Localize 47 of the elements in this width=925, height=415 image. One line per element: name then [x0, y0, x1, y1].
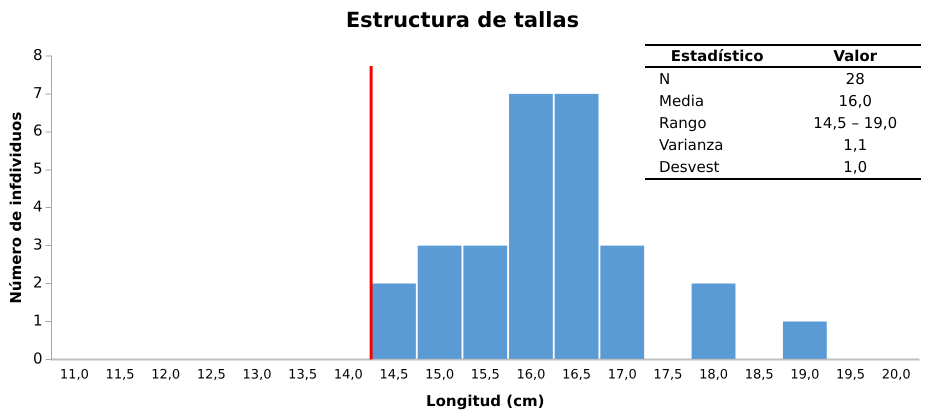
- y-tick-label: 4: [32, 198, 43, 216]
- x-tick-label: 17,0: [608, 368, 637, 383]
- chart-title: Estructura de tallas: [344, 8, 580, 32]
- x-axis-title: Longitud (cm): [426, 392, 545, 410]
- annotation: 1,0: [789, 156, 921, 179]
- bar: [463, 246, 508, 359]
- x-tick-label: 12,5: [196, 368, 226, 383]
- x-tick-label: 18,0: [699, 368, 728, 383]
- bar: [600, 246, 644, 359]
- y-tick-label: 5: [32, 160, 43, 178]
- annotation: 16,0: [838, 91, 873, 112]
- y-tick-label: 6: [32, 122, 43, 140]
- x-tick-label: 14,5: [379, 368, 408, 383]
- annotation: Media: [658, 91, 706, 112]
- x-tick-label: 14,0: [334, 368, 363, 383]
- x-tick-label: 15,5: [470, 368, 500, 383]
- x-tick-label: 16,5: [562, 368, 592, 383]
- x-tick-label: 11,0: [60, 368, 89, 383]
- annotation: Varianza: [658, 135, 724, 156]
- y-tick-label: 7: [32, 84, 43, 102]
- x-tick-label: 20,0: [882, 368, 911, 383]
- annotation: 28: [844, 69, 866, 90]
- annotation: Rango: [658, 113, 708, 134]
- annotation: 14,5 – 19,0: [812, 113, 898, 134]
- x-tick-label: 12,0: [151, 368, 180, 383]
- x-tick-label: 13,0: [242, 368, 272, 383]
- x-tick-label: 18,5: [744, 368, 774, 383]
- x-tick-label: 19,5: [836, 368, 865, 383]
- bar: [692, 284, 736, 359]
- annotation: 1,1: [842, 135, 868, 156]
- x-tick-label: 17,5: [653, 368, 682, 383]
- x-tick-label: 13,5: [288, 368, 318, 383]
- x-tick-label: 16,0: [516, 368, 546, 383]
- annotation: Estadístico: [645, 45, 790, 67]
- y-tick-label: 3: [32, 236, 43, 254]
- x-tick-label: 11,5: [106, 368, 135, 383]
- x-tick-label: 19,0: [790, 368, 820, 383]
- bar: [782, 321, 827, 359]
- annotation: N: [658, 69, 672, 90]
- annotation: Valor: [789, 45, 921, 67]
- y-tick-label: 1: [32, 311, 43, 330]
- y-tick-label: 0: [32, 349, 43, 368]
- x-tick-label: 15,0: [425, 368, 454, 383]
- annotation: Desvest: [645, 156, 790, 179]
- y-tick-label: 2: [32, 273, 43, 292]
- y-axis-title: Número de infdividuos: [6, 112, 25, 304]
- y-tick-label: 8: [32, 46, 43, 64]
